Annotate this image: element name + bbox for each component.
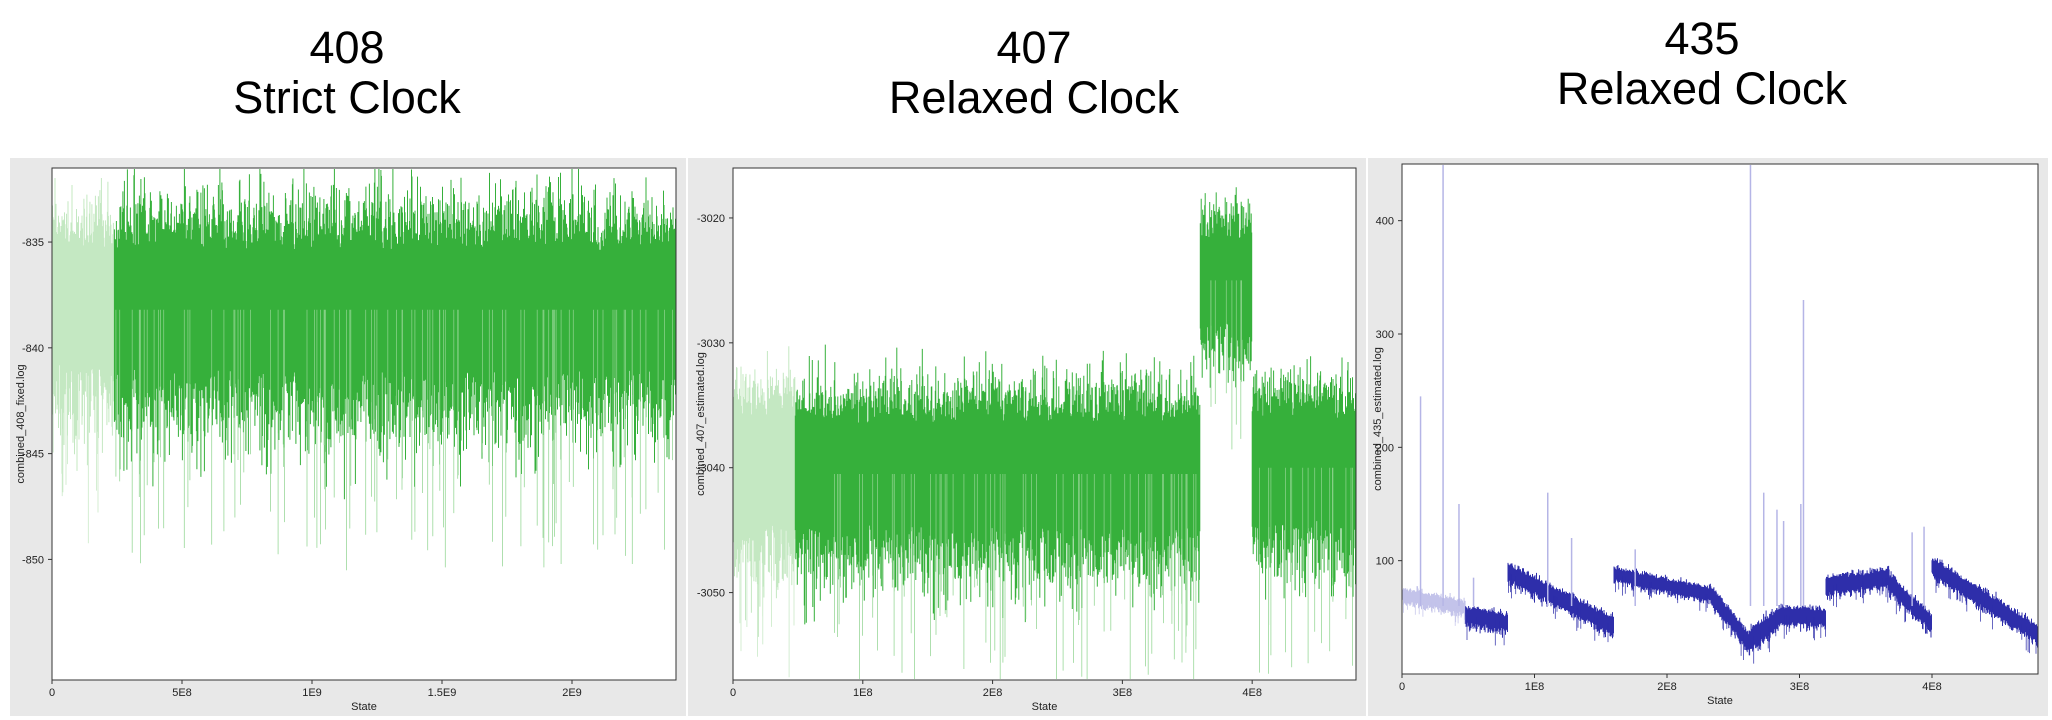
ytick-label-408-2: -845 xyxy=(22,449,44,461)
y-axis-label-435: combined_435_estimated.log xyxy=(1372,347,1384,491)
trace-segment-408-1 xyxy=(113,169,676,571)
ytick-label-435-2: 300 xyxy=(1376,329,1394,341)
plot-frame-408 xyxy=(51,167,677,681)
trace-segment-435-5 xyxy=(1748,605,1780,664)
title-407-id: 407 xyxy=(996,22,1072,73)
ytick-label-407-1: -3030 xyxy=(697,338,725,350)
trace-segment-435-8 xyxy=(1889,571,1932,638)
title-435-clock: Relaxed Clock xyxy=(1556,63,1848,114)
title-407: 407 Relaxed Clock xyxy=(784,23,1284,123)
x-axis-label-408: State xyxy=(351,701,377,713)
ytick-label-407-0: -3020 xyxy=(697,213,725,225)
xtick-label-435-2: 2E8 xyxy=(1657,681,1677,693)
ytick-label-435-0: 100 xyxy=(1376,556,1394,568)
title-408: 408 Strict Clock xyxy=(97,23,597,123)
trace-segment-435-9 xyxy=(1931,558,2038,654)
trace-segment-435-1 xyxy=(1465,606,1508,646)
trace-segment-435-2 xyxy=(1507,562,1614,643)
y-axis-label-408: combined_408_fixed.log xyxy=(15,364,27,483)
xtick-label-407-0: 0 xyxy=(730,687,736,699)
panel-407: -3020 -3030 -3040 -3050 0 1E8 2E8 3E8 4E8 State co… xyxy=(688,158,1366,716)
y-axis-label-407: combined_407_estimated.log xyxy=(695,352,707,496)
xtick-label-408-2: 1E9 xyxy=(302,687,322,699)
ytick-label-435-3: 400 xyxy=(1376,216,1394,228)
chart-408: -835 -840 -845 -850 0 5E8 1E9 1.5E9 2E9 State comb… xyxy=(15,167,677,713)
xtick-label-435-0: 0 xyxy=(1399,681,1405,693)
xtick-label-407-2: 2E8 xyxy=(983,687,1003,699)
xtick-label-407-3: 3E8 xyxy=(1113,687,1133,699)
trace-segment-407-1 xyxy=(794,344,1201,679)
ytick-label-408-0: -835 xyxy=(22,237,44,249)
xtick-label-408-4: 2E9 xyxy=(562,687,582,699)
trace-segment-407-3 xyxy=(1251,356,1356,674)
chart-407: -3020 -3030 -3040 -3050 0 1E8 2E8 3E8 4E8 State co… xyxy=(695,167,1357,713)
xtick-label-435-4: 4E8 xyxy=(1922,681,1942,693)
ytick-label-407-3: -3050 xyxy=(697,588,725,600)
trace-segment-435-3 xyxy=(1613,565,1710,612)
trace-segment-435-6 xyxy=(1779,603,1826,641)
xtick-label-407-1: 1E8 xyxy=(853,687,873,699)
x-axis-label-435: State xyxy=(1707,695,1733,707)
ytick-label-408-1: -840 xyxy=(22,343,44,355)
title-408-clock: Strict Clock xyxy=(233,72,461,123)
plot-frame-407 xyxy=(732,167,1357,681)
x-axis-label-407: State xyxy=(1032,701,1058,713)
xtick-label-435-1: 1E8 xyxy=(1525,681,1545,693)
xtick-label-408-1: 5E8 xyxy=(172,687,192,699)
ytick-label-435-1: 200 xyxy=(1376,442,1394,454)
ytick-label-408-3: -850 xyxy=(22,554,44,566)
xtick-label-407-4: 4E8 xyxy=(1242,687,1262,699)
xtick-label-408-0: 0 xyxy=(49,687,55,699)
chart-435: 100 200 300 400 0 1E8 2E8 3E8 4E8 State combined_4… xyxy=(1372,163,2039,707)
title-407-clock: Relaxed Clock xyxy=(888,72,1180,123)
panel-408: -835 -840 -845 -850 0 5E8 1E9 1.5E9 2E9 State comb… xyxy=(10,158,686,716)
ytick-label-407-2: -3040 xyxy=(697,463,725,475)
panel-435: 100 200 300 400 0 1E8 2E8 3E8 4E8 State combined_4… xyxy=(1368,158,2048,716)
xtick-label-435-3: 3E8 xyxy=(1790,681,1810,693)
title-435-id: 435 xyxy=(1664,13,1740,64)
title-435: 435 Relaxed Clock xyxy=(1452,14,1952,114)
title-408-id: 408 xyxy=(309,22,385,73)
xtick-label-408-3: 1.5E9 xyxy=(428,687,457,699)
plot-frame-435 xyxy=(1401,163,2039,675)
plot-area-435 xyxy=(1402,164,2038,674)
trace-segment-407-2 xyxy=(1199,187,1253,450)
trace-segment-435-7 xyxy=(1825,565,1890,608)
